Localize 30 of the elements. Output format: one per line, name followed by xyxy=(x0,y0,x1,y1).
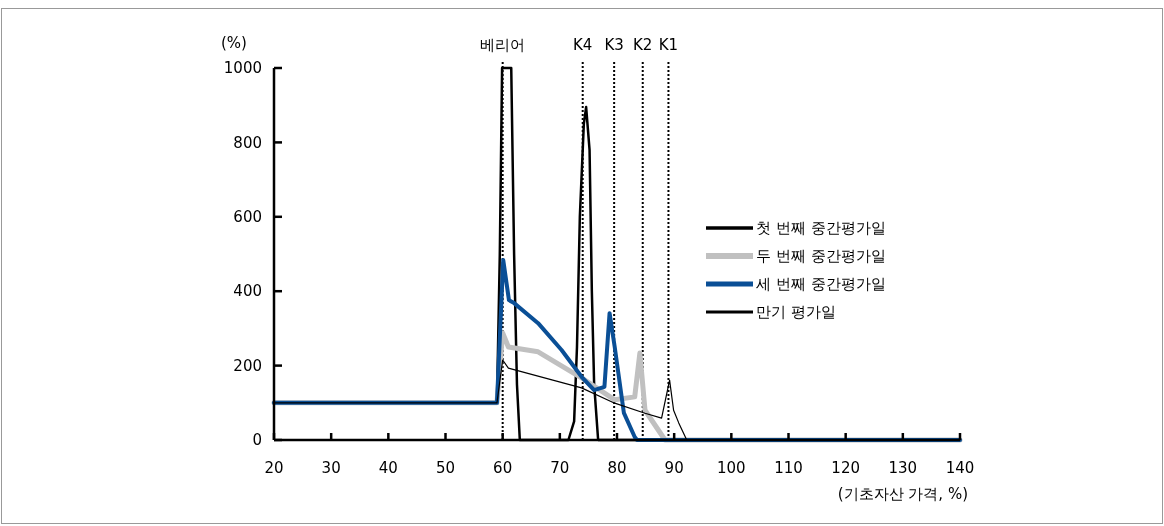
x-tick-label: 20 xyxy=(264,459,284,477)
x-tick-label: 60 xyxy=(493,459,513,477)
y-tick-label: 800 xyxy=(233,133,262,152)
x-tick-label: 30 xyxy=(321,459,341,477)
x-axis-title: (기초자산 가격, %) xyxy=(837,485,968,503)
y-tick-label: 400 xyxy=(233,282,262,301)
x-tick-label: 100 xyxy=(717,459,746,477)
x-tick-label: 70 xyxy=(550,459,570,477)
x-tick-label: 40 xyxy=(378,459,398,477)
y-axis-title: (%) xyxy=(221,34,247,52)
legend-label: 세 번째 중간평가일 xyxy=(756,275,886,294)
x-tick-label: 120 xyxy=(831,459,860,477)
x-tick-label: 140 xyxy=(945,459,975,477)
x-tick-label: 80 xyxy=(607,459,627,477)
x-tick-label: 50 xyxy=(435,459,456,477)
legend-label: 만기 평가일 xyxy=(756,303,836,322)
legend-label: 두 번째 중간평가일 xyxy=(756,247,886,266)
x-tick-label: 130 xyxy=(888,459,918,477)
x-tick-label: 90 xyxy=(664,459,684,477)
y-tick-label: 600 xyxy=(233,208,262,227)
legend-label: 첫 번째 중간평가일 xyxy=(756,219,886,238)
y-tick-label: 0 xyxy=(252,431,262,450)
y-tick-label: 1000 xyxy=(223,59,262,78)
ref-line-label: K2 xyxy=(633,36,653,54)
ref-line-label: 베리어 xyxy=(480,36,526,54)
ref-line-label: K1 xyxy=(658,36,679,54)
x-tick-label: 110 xyxy=(774,459,803,477)
ref-line-label: K4 xyxy=(573,36,593,54)
y-tick-label: 200 xyxy=(233,356,262,375)
ref-line-label: K3 xyxy=(604,36,624,54)
